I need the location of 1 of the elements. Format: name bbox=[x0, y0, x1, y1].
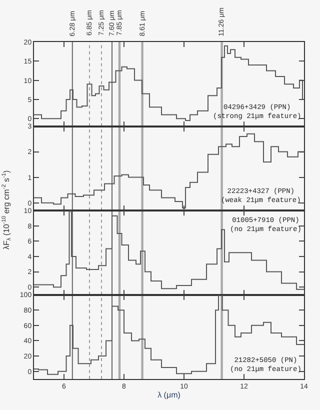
x-axis-title: λ (μm) bbox=[158, 390, 181, 400]
